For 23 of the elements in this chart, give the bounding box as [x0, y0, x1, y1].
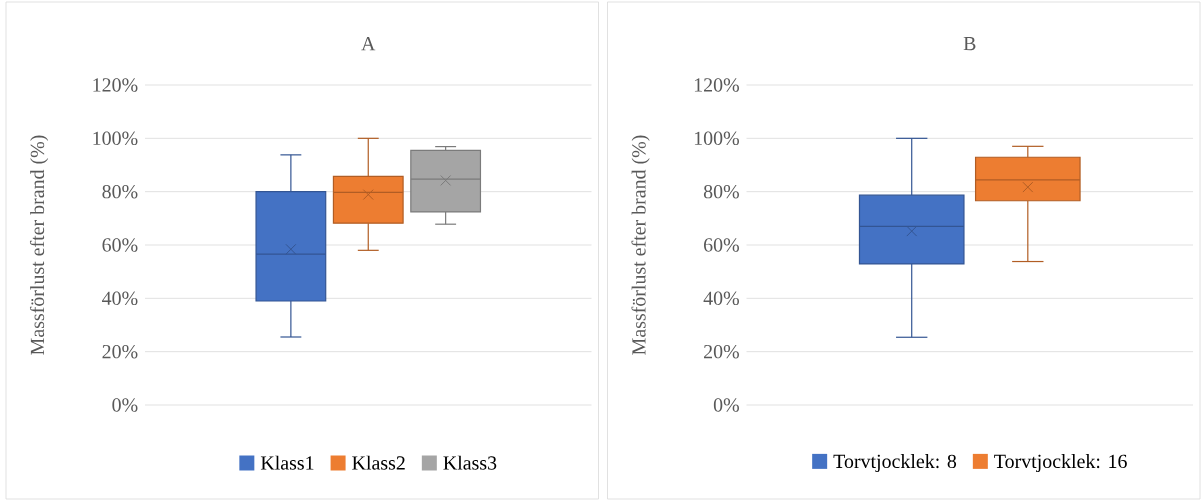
- y-axis-title: Massförlust efter brand (%): [29, 135, 49, 355]
- y-tick-label: 100%: [93, 131, 138, 146]
- legend-label: Klass2: [352, 455, 405, 470]
- legend-label: Torvtjocklek: 16: [994, 454, 1127, 473]
- legend-label: Torvtjocklek: 8: [833, 454, 957, 473]
- y-tick-label: 100%: [694, 131, 739, 146]
- y-tick-label: 20%: [102, 344, 138, 359]
- y-tick-label: 0%: [713, 398, 739, 412]
- y-tick-label: 120%: [93, 78, 138, 92]
- legend-label: Klass1: [260, 455, 314, 470]
- y-tick-label: 40%: [102, 291, 138, 306]
- y-axis-title: Massförlust efter brand (%): [631, 135, 650, 355]
- y-tick-label: 120%: [694, 78, 739, 92]
- y-tick-label: 60%: [704, 238, 739, 252]
- legend-label: Klass3: [443, 455, 497, 470]
- y-tick-label: 40%: [703, 291, 739, 306]
- chart-title: B: [963, 37, 976, 51]
- y-tick-label: 80%: [102, 184, 138, 199]
- y-tick-label: 80%: [703, 184, 739, 199]
- chart-title: A: [361, 37, 376, 51]
- y-tick-label: 0%: [112, 398, 138, 412]
- y-tick-label: 60%: [102, 238, 138, 252]
- y-tick-label: 20%: [704, 344, 739, 359]
